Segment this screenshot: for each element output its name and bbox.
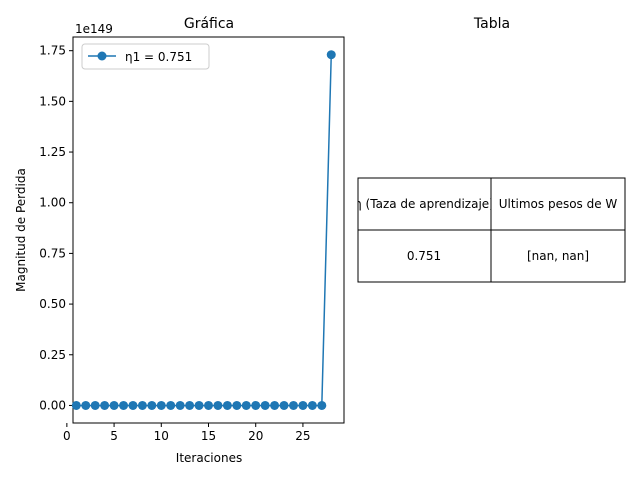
y-tick-label: 0.75 <box>39 246 66 260</box>
legend: η1 = 0.751 <box>81 43 210 70</box>
data-point <box>185 400 195 410</box>
legend-box <box>81 43 210 70</box>
data-point <box>232 400 242 410</box>
data-point <box>156 400 166 410</box>
y-axis-label: Magnitud de Perdida <box>14 168 28 292</box>
x-axis-label: Iteraciones <box>176 451 242 465</box>
data-point <box>109 400 119 410</box>
y-tick-label: 1.00 <box>39 196 66 210</box>
x-tick-label: 25 <box>295 429 310 443</box>
data-point <box>204 400 213 410</box>
data-point <box>81 400 91 410</box>
data-point <box>260 400 270 410</box>
x-tick-label: 15 <box>201 429 216 443</box>
data-point <box>194 400 204 410</box>
data-point <box>222 400 232 410</box>
data-point <box>288 400 298 410</box>
data-point <box>251 400 261 410</box>
data-point <box>147 400 157 410</box>
x-axis: 0 5 10 15 20 25 <box>63 423 311 443</box>
table-title: Tabla <box>473 16 510 32</box>
data-point <box>71 400 81 410</box>
data-point <box>100 400 110 410</box>
table-cell-weights-value: [nan, nan] <box>527 249 589 263</box>
data-point <box>166 400 176 410</box>
data-point <box>213 400 223 410</box>
data-point <box>317 400 327 410</box>
x-tick-label: 5 <box>110 429 118 443</box>
x-tick-label: 10 <box>154 429 169 443</box>
data-point <box>175 400 185 410</box>
data-point <box>270 400 280 410</box>
y-tick-label: 0.50 <box>39 297 66 311</box>
table-cell-eta-value: 0.751 <box>407 249 441 263</box>
data-point <box>326 50 336 60</box>
data-point <box>298 400 308 410</box>
y-tick-label: 1.25 <box>39 145 66 159</box>
series-line <box>76 54 332 407</box>
legend-marker <box>97 51 107 61</box>
y-tick-label: 0.25 <box>39 348 66 362</box>
chart-title: Gráfica <box>184 16 234 32</box>
data-point <box>241 400 251 410</box>
data-point <box>279 400 289 410</box>
y-tick-label: 1.75 <box>39 44 66 58</box>
y-tick-label: 1.50 <box>39 94 66 108</box>
y-axis: 0.00 0.25 0.50 0.75 1.00 1.25 1.50 1.75 <box>39 44 73 412</box>
x-tick-label: 0 <box>63 429 71 443</box>
data-table: η (Taza de aprendizaje) Ultimos pesos de… <box>354 177 626 283</box>
series-group <box>71 50 336 410</box>
legend-entry-label: η1 = 0.751 <box>125 50 192 64</box>
table-header-weights: Ultimos pesos de W <box>499 197 618 211</box>
y-axis-offset-text: 1e149 <box>75 22 113 36</box>
data-point <box>307 400 317 410</box>
y-tick-label: 0.00 <box>39 398 66 412</box>
data-point <box>90 400 100 410</box>
table-header-eta: η (Taza de aprendizaje) <box>354 197 494 211</box>
x-tick-label: 20 <box>248 429 263 443</box>
data-point <box>128 400 138 410</box>
plot-area-frame <box>72 36 345 424</box>
data-point <box>119 400 129 410</box>
data-point <box>137 400 147 410</box>
